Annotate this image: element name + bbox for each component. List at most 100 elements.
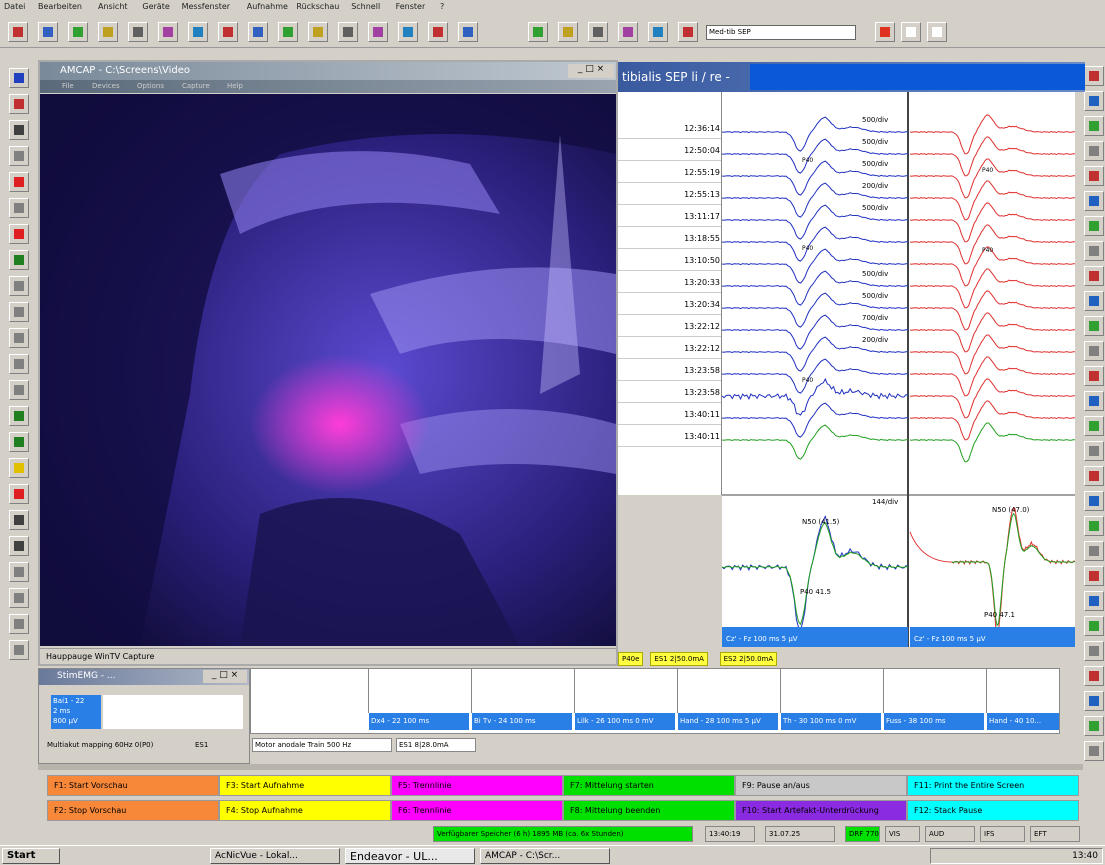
tool-button[interactable]	[308, 22, 328, 42]
tool-button[interactable]	[618, 22, 638, 42]
menu-item[interactable]: Datei	[4, 2, 25, 13]
tool-button[interactable]	[9, 432, 29, 452]
menu-item[interactable]: Rückschau	[296, 2, 339, 13]
tool-button[interactable]	[9, 198, 29, 218]
function-key[interactable]: F12: Stack Pause	[907, 800, 1079, 821]
tool-button[interactable]	[1084, 441, 1104, 461]
function-key[interactable]: F8: Mittelung beenden	[563, 800, 735, 821]
tool-button[interactable]	[9, 614, 29, 634]
tool-button[interactable]	[901, 22, 921, 42]
tool-button[interactable]	[98, 22, 118, 42]
tool-button[interactable]	[1084, 616, 1104, 636]
tool-button[interactable]	[1084, 116, 1104, 136]
profile-select[interactable]: Med-tib SEP	[706, 25, 856, 40]
tool-button[interactable]	[648, 22, 668, 42]
tool-button[interactable]	[1084, 341, 1104, 361]
tool-button[interactable]	[9, 302, 29, 322]
tool-button[interactable]	[9, 458, 29, 478]
tool-button[interactable]	[218, 22, 238, 42]
tool-button[interactable]	[1084, 666, 1104, 686]
tool-button[interactable]	[1084, 591, 1104, 611]
tool-button[interactable]	[9, 68, 29, 88]
menu-item[interactable]: Capture	[182, 82, 210, 90]
tool-button[interactable]	[338, 22, 358, 42]
tool-button[interactable]	[1084, 491, 1104, 511]
tool-button[interactable]	[9, 536, 29, 556]
tool-button[interactable]	[428, 22, 448, 42]
tool-button[interactable]	[9, 588, 29, 608]
tool-button[interactable]	[1084, 216, 1104, 236]
tool-button[interactable]	[1084, 691, 1104, 711]
tool-button[interactable]	[248, 22, 268, 42]
tool-button[interactable]	[9, 94, 29, 114]
menu-item[interactable]: Help	[227, 82, 243, 90]
tool-button[interactable]	[9, 120, 29, 140]
window-controls[interactable]: _ □ ×	[203, 670, 247, 683]
tool-button[interactable]	[9, 510, 29, 530]
tool-button[interactable]	[9, 354, 29, 374]
tool-button[interactable]	[8, 22, 28, 42]
tool-button[interactable]	[1084, 566, 1104, 586]
tool-button[interactable]	[458, 22, 478, 42]
menu-item[interactable]: Messfenster	[182, 2, 230, 13]
function-key[interactable]: F11: Print the Entire Screen	[907, 775, 1079, 796]
tool-button[interactable]	[1084, 716, 1104, 736]
tool-button[interactable]	[9, 406, 29, 426]
tool-button[interactable]	[9, 276, 29, 296]
tool-button[interactable]	[678, 22, 698, 42]
tool-button[interactable]	[1084, 191, 1104, 211]
tool-button[interactable]	[38, 22, 58, 42]
function-key[interactable]: F1: Start Vorschau	[47, 775, 219, 796]
tool-button[interactable]	[1084, 516, 1104, 536]
function-key[interactable]: F7: Mittelung starten	[563, 775, 735, 796]
tool-button[interactable]	[9, 172, 29, 192]
menu-item[interactable]: Ansicht	[98, 2, 128, 13]
tool-button[interactable]	[1084, 466, 1104, 486]
window-controls[interactable]: _ □ ×	[568, 64, 614, 78]
tool-button[interactable]	[158, 22, 178, 42]
tool-button[interactable]	[9, 380, 29, 400]
tool-button[interactable]	[1084, 66, 1104, 86]
tool-button[interactable]	[188, 22, 208, 42]
function-key[interactable]: F6: Trennlinie	[391, 800, 563, 821]
tool-button[interactable]	[398, 22, 418, 42]
tool-button[interactable]	[9, 484, 29, 504]
menu-item[interactable]: Schnell	[351, 2, 380, 13]
function-key[interactable]: F2: Stop Vorschau	[47, 800, 219, 821]
menu-item[interactable]: Bearbeiten	[38, 2, 82, 13]
menu-item[interactable]: File	[62, 82, 74, 90]
task-item[interactable]: AMCAP - C:\Scr...	[480, 848, 610, 864]
tool-button[interactable]	[1084, 541, 1104, 561]
function-key[interactable]: F10: Start Artefakt-Unterdrückung	[735, 800, 907, 821]
menu-item[interactable]: Geräte	[142, 2, 169, 13]
tool-button[interactable]	[1084, 366, 1104, 386]
tool-button[interactable]	[68, 22, 88, 42]
tool-button[interactable]	[9, 146, 29, 166]
tool-button[interactable]	[9, 562, 29, 582]
tool-button[interactable]	[528, 22, 548, 42]
tool-button[interactable]	[9, 328, 29, 348]
task-item[interactable]: Endeavor - UL...	[345, 848, 475, 864]
tool-button[interactable]	[128, 22, 148, 42]
function-key[interactable]: F3: Start Aufnahme	[219, 775, 391, 796]
tool-button[interactable]	[875, 22, 895, 42]
scrollbar[interactable]	[38, 764, 1083, 770]
tool-button[interactable]	[1084, 91, 1104, 111]
menu-item[interactable]: Fenster	[396, 2, 426, 13]
tool-button[interactable]	[278, 22, 298, 42]
tool-button[interactable]	[9, 224, 29, 244]
tool-button[interactable]	[588, 22, 608, 42]
tool-button[interactable]	[1084, 316, 1104, 336]
start-button[interactable]: Start	[2, 848, 60, 864]
tool-button[interactable]	[9, 640, 29, 660]
tool-button[interactable]	[1084, 641, 1104, 661]
menu-item[interactable]: Devices	[92, 82, 120, 90]
tool-button[interactable]	[558, 22, 578, 42]
menu-item[interactable]: Options	[137, 82, 164, 90]
tool-button[interactable]	[1084, 741, 1104, 761]
tool-button[interactable]	[1084, 266, 1104, 286]
menu-item[interactable]: Aufnahme	[247, 2, 288, 13]
function-key[interactable]: F5: Trennlinie	[391, 775, 563, 796]
tool-button[interactable]	[9, 250, 29, 270]
tool-button[interactable]	[1084, 391, 1104, 411]
